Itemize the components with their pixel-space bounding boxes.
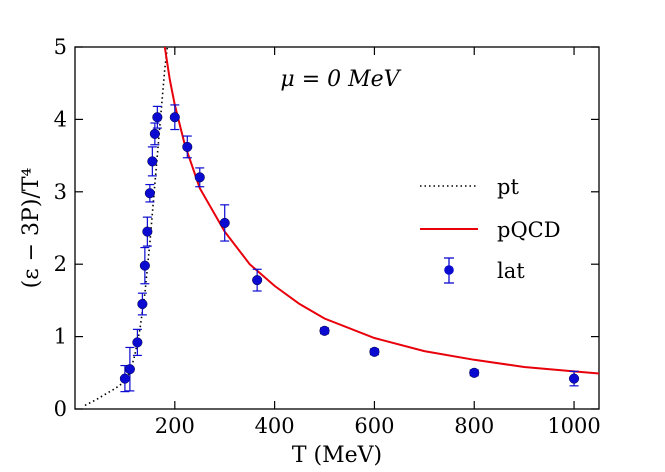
data-point — [568, 373, 580, 384]
series-lat — [119, 104, 580, 393]
data-point — [219, 217, 230, 228]
data-point — [137, 298, 148, 310]
x-tick-label: 1000 — [547, 414, 600, 438]
y-tick-label: 4 — [54, 107, 67, 131]
data-point — [194, 172, 205, 183]
x-tick-label: 400 — [255, 414, 295, 438]
annotation-mu: μ = 0 MeV — [280, 67, 401, 92]
y-tick-label: 2 — [54, 252, 67, 276]
data-point — [369, 346, 380, 357]
plot-area: 200 400 600 800 1000 0 1 2 3 4 5 — [54, 35, 601, 438]
x-tick-label: 600 — [354, 414, 394, 438]
legend-swatch-lat — [444, 257, 454, 284]
data-point — [147, 156, 158, 167]
data-point — [252, 275, 263, 286]
y-tick-label: 1 — [54, 325, 67, 349]
y-tick-label: 3 — [54, 180, 67, 204]
x-tick-label: 200 — [155, 414, 195, 438]
data-point — [132, 337, 143, 348]
y-tick-label: 0 — [54, 397, 67, 421]
data-point — [469, 367, 480, 378]
y-axis-label: (ε − 3P)/T⁴ — [19, 167, 44, 288]
legend-label-pt: pt — [497, 175, 519, 199]
data-point — [149, 128, 160, 139]
data-point — [142, 226, 153, 237]
x-tick-label: 800 — [454, 414, 494, 438]
y-tick-label: 5 — [54, 35, 67, 59]
ticks-layer: 200 400 600 800 1000 0 1 2 3 4 5 — [54, 35, 601, 438]
legend-label-lat: lat — [497, 259, 525, 283]
data-point — [169, 112, 180, 123]
series-layer — [84, 47, 599, 407]
data-point — [139, 260, 150, 271]
data-point — [152, 112, 163, 123]
data-point — [319, 325, 330, 336]
plot-frame — [74, 46, 600, 410]
data-point — [144, 188, 155, 199]
data-point — [119, 373, 130, 384]
series-pt-line — [84, 47, 169, 407]
legend: pt pQCD lat — [420, 175, 561, 284]
legend-label-pqcd: pQCD — [497, 218, 561, 242]
series-pqcd-line — [163, 47, 599, 375]
data-point — [124, 364, 135, 375]
x-axis-label: T (MeV) — [292, 443, 382, 468]
data-point — [182, 141, 193, 152]
